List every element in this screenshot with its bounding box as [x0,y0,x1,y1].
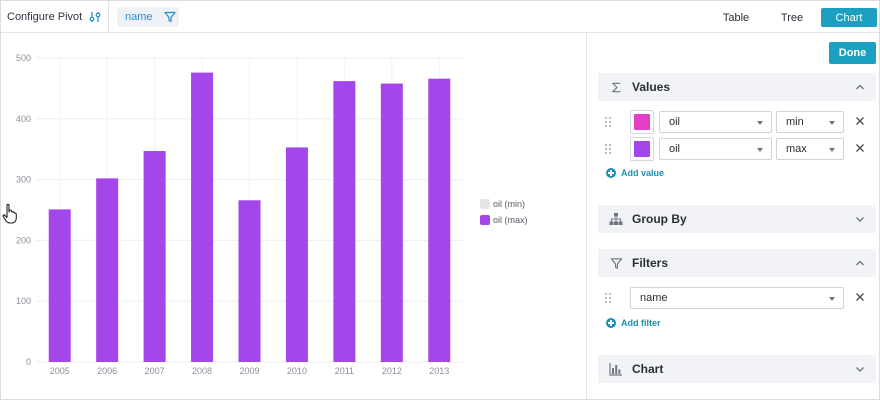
chevron-down-icon [856,367,864,372]
section-title: Filters [632,256,669,270]
add-value-label: Add value [621,168,665,178]
y-tick-label: 300 [16,175,31,185]
y-tick-label: 500 [16,53,31,63]
chevron-down-icon [829,297,835,301]
x-tick-label: 2008 [192,366,212,376]
chevron-down-icon [829,148,835,152]
x-tick-label: 2012 [382,366,402,376]
section-header-group-by[interactable]: Group By [598,205,876,233]
chevron-up-icon [856,260,864,266]
chevron-down-icon [856,217,864,222]
value-field-select[interactable]: oil [659,111,772,133]
section-header-filters[interactable]: Filters [598,249,876,277]
section-title: Group By [632,212,687,226]
section-title: Chart [632,362,664,376]
sliders-icon [89,12,101,22]
plus-circle-icon [606,318,616,328]
view-tab-tree[interactable]: Tree [780,11,804,24]
field-chip-name[interactable]: name [117,7,179,27]
x-tick-label: 2005 [50,366,70,376]
color-picker[interactable] [630,137,654,161]
x-tick-label: 2010 [287,366,307,376]
x-tick-label: 2006 [97,366,117,376]
bar-2005[interactable] [48,209,71,362]
filter-icon [163,11,176,23]
chevron-down-icon [757,121,763,125]
drag-handle-icon[interactable] [604,143,612,155]
bar-2009[interactable] [238,200,261,362]
legend-swatch [480,199,490,209]
configure-pivot-label: Configure Pivot [7,11,83,23]
y-tick-label: 400 [16,114,31,124]
bar-2007[interactable] [143,151,166,362]
filter-field-select[interactable]: name [630,287,844,309]
aggregate-select[interactable]: max [776,138,844,160]
remove-value-close-icon[interactable] [853,141,867,155]
drag-handle-icon[interactable] [604,116,612,128]
drag-handle-icon[interactable] [604,292,612,304]
y-tick-label: 200 [16,235,31,245]
x-tick-label: 2007 [145,366,165,376]
hand-cursor-icon [2,203,17,224]
legend-item-oil-min[interactable]: oil (min) [480,199,525,209]
aggregate-select[interactable]: min [776,111,844,133]
chevron-down-icon [757,148,763,152]
configuration-panel: Done Values oil min [586,33,879,399]
hierarchy-icon [609,212,623,226]
select-value: oil [669,116,681,128]
y-tick-label: 100 [16,296,31,306]
toolbar-divider [108,1,109,32]
select-value: max [786,143,807,155]
bar-chart: 0 100 200 300 400 500 2005 2006 2007 2008 2009 2010… [16,53,463,376]
configure-pivot-button[interactable]: Configure Pivot [7,9,102,25]
toolbar: Configure Pivot name Table Tree Chart [1,1,879,33]
chart-area: 0 100 200 300 400 500 2005 2006 2007 2008 2009 2010… [1,33,586,399]
plus-circle-icon [606,168,616,178]
bar-2011[interactable] [333,81,356,362]
legend-label: oil (max) [493,215,528,225]
remove-value-close-icon[interactable] [853,114,867,128]
x-tick-label: 2013 [429,366,449,376]
legend-item-oil-max[interactable]: oil (max) [480,215,528,225]
remove-filter-close-icon[interactable] [853,290,867,304]
y-tick-label: 0 [26,357,31,367]
bar-2012[interactable] [380,83,403,362]
select-value: oil [669,143,681,155]
value-field-select[interactable]: oil [659,138,772,160]
section-header-values[interactable]: Values [598,73,876,101]
done-button[interactable]: Done [829,42,876,64]
add-value-link[interactable]: Add value [606,168,664,178]
legend-label: oil (min) [493,199,526,209]
select-value: name [640,292,668,304]
color-picker[interactable] [630,110,654,134]
add-filter-label: Add filter [621,318,661,328]
bar-2013[interactable] [428,78,451,362]
view-tab-chart[interactable]: Chart [821,8,877,27]
legend-swatch [480,215,490,225]
section-header-chart[interactable]: Chart [598,355,876,383]
x-tick-label: 2009 [239,366,259,376]
bar-2008[interactable] [191,72,214,363]
bar-2010[interactable] [285,147,308,362]
chevron-up-icon [856,84,864,90]
x-tick-label: 2011 [335,366,354,376]
bar-2006[interactable] [96,178,119,362]
filter-icon [609,256,623,270]
chevron-down-icon [829,121,835,125]
bar-chart-icon [609,362,623,376]
section-title: Values [632,80,671,94]
add-filter-link[interactable]: Add filter [606,318,661,328]
field-chip-label: name [125,11,153,23]
view-tab-table[interactable]: Table [722,11,750,24]
select-value: min [786,116,804,128]
sigma-icon [609,80,623,94]
